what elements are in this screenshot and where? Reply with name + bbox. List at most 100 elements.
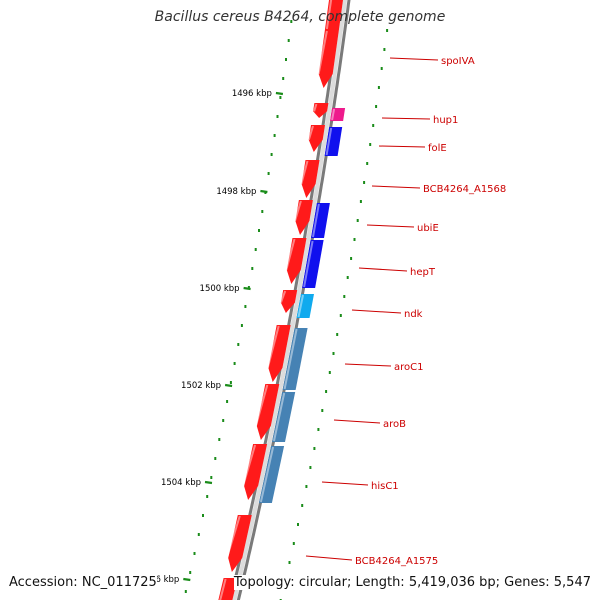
minor-tick [336, 333, 339, 336]
gene-label-hisC1[interactable]: hisC1 [371, 481, 399, 492]
minor-tick [356, 219, 359, 222]
minor-tick [375, 105, 378, 108]
minor-tick [325, 390, 328, 393]
minor-tick [261, 210, 264, 213]
reverse-gene-4 [302, 240, 324, 288]
minor-tick [254, 248, 257, 251]
forward-gene-12-highlight [225, 515, 241, 559]
ruler-labels: 1496 kbp 1498 kbp 1500 kbp 1502 kbp 1504… [139, 89, 272, 585]
minor-tick [210, 476, 213, 479]
minor-tick [343, 295, 346, 298]
reverse-gene-7-body [272, 392, 296, 442]
minor-tick [369, 143, 372, 146]
gene-label-BCB4264-A1575[interactable]: BCB4264_A1575 [355, 556, 438, 567]
minor-tick [350, 257, 353, 260]
gene-label-BCB4264-A1568[interactable]: BCB4264_A1568 [423, 184, 506, 195]
minor-tick [317, 428, 320, 431]
reverse-gene-2-highlight [325, 127, 333, 156]
forward-gene-8-highlight [279, 290, 287, 303]
minor-tick [377, 86, 380, 89]
ruler-label-1502: 1502 kbp [181, 381, 221, 391]
minor-tick [202, 514, 204, 517]
forward-gene-2-body [318, 30, 339, 88]
gene-label-spoIVA[interactable]: spoIVA [441, 56, 475, 67]
gene-label-aroB[interactable]: aroB [383, 419, 406, 430]
gene-label-aroC1[interactable]: aroC1 [394, 362, 423, 373]
forward-gene-4-body [308, 125, 325, 152]
forward-gene-9 [266, 325, 291, 382]
outer-tick-marks [183, 20, 293, 593]
reverse-gene-7-highlight [273, 392, 286, 442]
leader-line [305, 555, 353, 561]
minor-tick [237, 343, 240, 346]
gene-label-ndk[interactable]: ndk [404, 309, 423, 320]
ruler-label-1498: 1498 kbp [216, 187, 256, 197]
minor-tick [226, 400, 229, 403]
minor-tick [273, 134, 276, 137]
minor-tick [206, 495, 209, 498]
major-tick [204, 480, 213, 485]
length-label: Length: [355, 575, 405, 590]
minor-tick [287, 39, 290, 42]
minor-tick [240, 324, 243, 327]
forward-gene-6-highlight [294, 200, 302, 222]
forward-gene-5-body [301, 160, 320, 198]
minor-tick [288, 561, 291, 564]
major-tick [260, 189, 268, 194]
minor-tick [292, 542, 295, 545]
genes-value: 5,547 [553, 575, 591, 590]
reverse-gene-8-highlight [259, 446, 275, 503]
ruler-label-1504: 1504 kbp [161, 478, 201, 488]
reverse-gene-5 [296, 294, 314, 318]
forward-gene-8-body [280, 290, 298, 313]
reverse-gene-6-body [282, 328, 308, 390]
gene-labels: spoIVA hup1 folE BCB4264_A1568 ubiE hepT… [355, 56, 506, 567]
leader-line [366, 224, 415, 228]
reverse-gene-5-highlight [297, 294, 304, 318]
minor-tick [270, 153, 273, 156]
minor-tick [285, 58, 287, 61]
minor-tick [353, 238, 356, 241]
minor-tick [193, 552, 196, 555]
forward-gene-12-body [228, 515, 252, 572]
minor-tick [258, 229, 260, 232]
forward-gene-9-body [268, 325, 291, 382]
genome-title: Bacillus cereus B4264, complete genome [154, 9, 446, 25]
leader-line [321, 481, 369, 486]
minor-tick [359, 200, 362, 203]
gene-label-ubiE[interactable]: ubiE [417, 223, 439, 234]
reverse-gene-2 [324, 127, 343, 156]
length-value: 5,419,036 bp [408, 575, 496, 590]
minor-tick [279, 96, 282, 99]
reverse-gene-4-body [302, 240, 324, 288]
leader-line [371, 185, 421, 189]
gene-label-folE[interactable]: folE [428, 143, 447, 154]
accession-value: NC_011725 [81, 575, 157, 590]
minor-tick [218, 438, 221, 441]
major-tick [224, 383, 233, 388]
forward-gene-13-body [218, 578, 238, 600]
reverse-gene-4-highlight [303, 240, 314, 288]
genome-summary: Topology: circular; Length: 5,419,036 bp… [233, 575, 591, 590]
leader-line [378, 145, 426, 148]
minor-tick [297, 523, 299, 526]
reverse-gene-3-highlight [312, 203, 320, 238]
minor-tick [222, 419, 225, 422]
gene-label-hup1[interactable]: hup1 [433, 115, 458, 126]
accession-label: Accession: [9, 575, 78, 590]
reverse-gene-1-body [330, 108, 346, 121]
reverse-gene-2-body [324, 127, 343, 156]
minor-tick [363, 181, 366, 184]
minor-tick [380, 67, 383, 70]
forward-gene-7-body [286, 238, 307, 284]
reverse-gene-1-highlight [331, 108, 336, 121]
topology-value: circular [298, 575, 347, 590]
minor-tick [189, 571, 192, 574]
forward-gene-4 [307, 125, 325, 152]
gene-label-hepT[interactable]: hepT [410, 267, 436, 278]
forward-gene-11-body [244, 444, 268, 500]
forward-gene-11-highlight [242, 444, 257, 487]
minor-tick [313, 447, 316, 450]
minor-tick [332, 352, 335, 355]
